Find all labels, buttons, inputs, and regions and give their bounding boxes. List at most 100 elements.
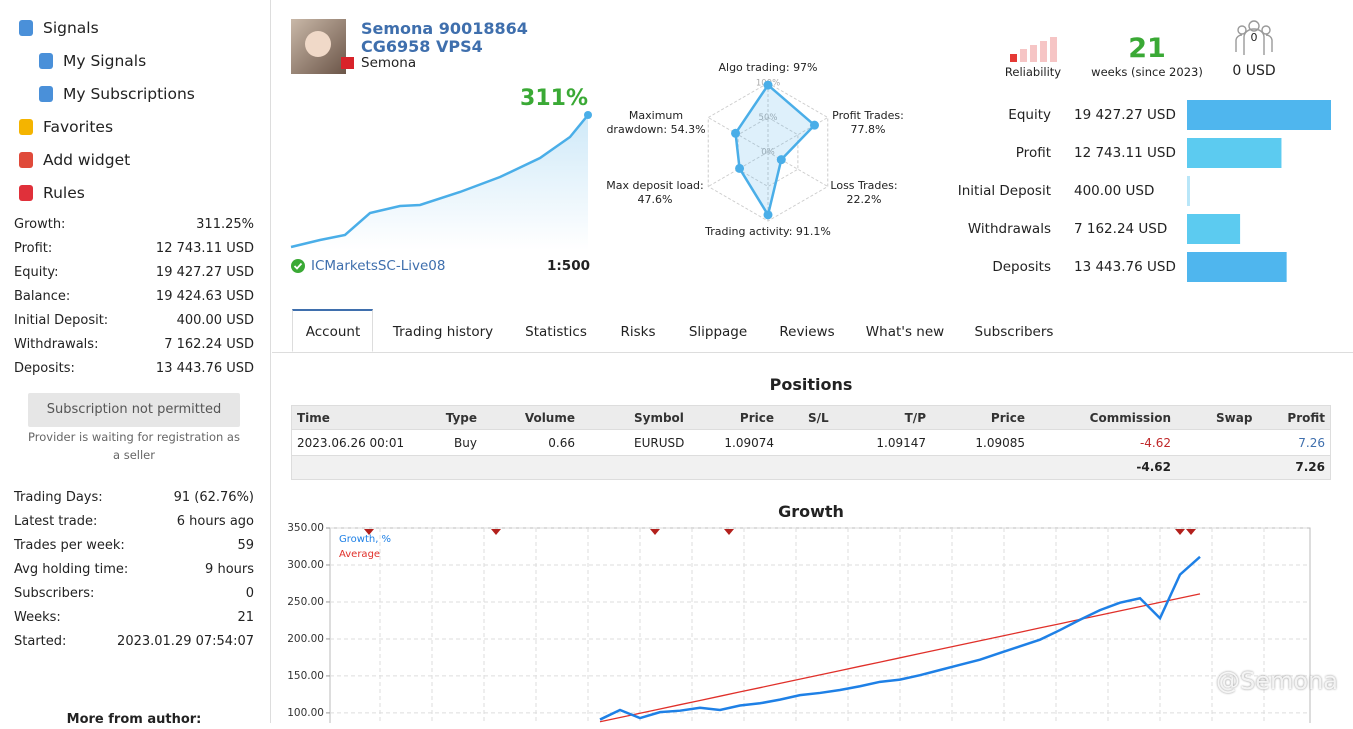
table-total: -4.62 — [1136, 460, 1171, 474]
radar-label: Maximum drawdown: 54.3% — [606, 109, 706, 137]
table-header: Time — [297, 411, 330, 425]
plot-frame — [329, 527, 1311, 723]
verified-icon — [291, 259, 305, 273]
radar-label: Loss Trades: 22.2% — [814, 179, 914, 207]
table-cell: 2023.06.26 00:01 — [297, 436, 405, 450]
table-cell: 1.09074 — [724, 436, 774, 450]
stat-label: Started: — [14, 634, 67, 649]
nav-icon — [39, 53, 53, 69]
nav-item[interactable]: Rules — [43, 184, 85, 202]
nav-item[interactable]: Favorites — [43, 118, 114, 136]
y-tick-label: 200.00 — [287, 633, 324, 645]
tab[interactable]: Subscribers — [974, 324, 1054, 340]
table-cell: 1.09085 — [975, 436, 1025, 450]
tab[interactable]: Statistics — [525, 324, 587, 340]
table-header: Price — [990, 411, 1025, 425]
vertical-grid — [379, 528, 1265, 723]
author: Semona — [361, 55, 417, 71]
radar-label-text: Trading activity: — [705, 225, 793, 238]
balance-label: Profit — [1015, 145, 1051, 161]
sparkline-end — [584, 111, 592, 119]
sparkline-area — [291, 115, 588, 250]
stat-label: Trades per week: — [14, 538, 125, 553]
table-header: Type — [445, 411, 477, 425]
tab[interactable]: What's new — [865, 324, 945, 340]
stat-label: Equity: — [14, 265, 59, 280]
radar-label-value: 47.6% — [637, 193, 673, 206]
tab[interactable]: Risks — [620, 324, 656, 340]
radar-point — [763, 80, 773, 90]
stat-label: Growth: — [14, 217, 66, 232]
radar-point — [731, 128, 741, 138]
radar-label: Algo trading: 97% — [718, 61, 817, 75]
stat-label: Balance: — [14, 289, 71, 304]
series-line — [599, 555, 1201, 721]
button[interactable] — [28, 393, 240, 427]
balance-label: Equity — [1008, 107, 1051, 123]
stat-label: Withdrawals: — [14, 337, 99, 352]
stat-value: 0 — [245, 586, 254, 601]
stat-value: 12 743.11 USD — [155, 241, 254, 256]
table-header: Commission — [1089, 411, 1171, 425]
reliability-bar — [1040, 41, 1047, 62]
table-total: 7.26 — [1295, 460, 1325, 474]
stat-value: 13 443.76 USD — [155, 361, 254, 376]
stat-value: 311.25% — [196, 217, 254, 232]
radar-label-value: 22.2% — [846, 193, 882, 206]
y-tick-label: 150.00 — [287, 670, 324, 682]
nav-item[interactable]: Signals — [43, 19, 99, 37]
radar-point — [763, 210, 773, 220]
radar-shape — [734, 83, 817, 219]
radar-axis — [707, 117, 769, 153]
balance-bar — [1187, 252, 1287, 282]
reliability-bar — [1030, 45, 1037, 62]
title[interactable]: Semona 90018864 CG6958 VPS4 — [361, 19, 528, 56]
button-label[interactable]: Subscription not permitted — [46, 402, 222, 417]
weeks: 21 — [1128, 33, 1166, 64]
tab[interactable]: Trading history — [392, 324, 494, 340]
stat-value: 9 hours — [205, 562, 254, 577]
radar-label-value: 91.1% — [795, 225, 831, 238]
balance-label: Deposits — [992, 259, 1051, 275]
table-cell: 1.09147 — [876, 436, 926, 450]
radar-label-text: Profit Trades: — [832, 109, 904, 122]
nav-item[interactable]: My Subscriptions — [63, 85, 195, 103]
flag — [341, 57, 354, 69]
reliability-bar — [1020, 49, 1027, 62]
nav-item[interactable]: My Signals — [63, 52, 147, 70]
active-tab[interactable] — [292, 309, 373, 352]
tab[interactable]: Slippage — [688, 324, 748, 340]
reliability-bar — [1050, 37, 1057, 62]
nav-item[interactable]: Add widget — [43, 151, 131, 169]
table-cell: 7.26 — [1298, 436, 1325, 450]
table-row-bg — [291, 430, 1331, 455]
radar-label-text: Max deposit load: — [606, 179, 704, 192]
radar-axis — [707, 151, 769, 187]
subscribers-count: 0 — [1250, 31, 1258, 44]
radar-label-text: Algo trading: — [718, 61, 790, 74]
radar-label-value: 54.3% — [670, 123, 706, 136]
reliability-bar — [1010, 54, 1017, 62]
nav-icon — [19, 20, 33, 36]
stat-label: Weeks: — [14, 610, 61, 625]
radar: 100%50%0% — [707, 79, 829, 222]
subscribers-icon — [1235, 20, 1273, 55]
table-total-bg — [291, 455, 1331, 480]
radar-point — [776, 155, 786, 165]
table-cell: 0.66 — [548, 436, 575, 450]
nav-icon — [19, 119, 33, 135]
tab[interactable]: Account — [305, 324, 361, 340]
tab[interactable]: Reviews — [779, 324, 835, 340]
table-header: Volume — [524, 411, 575, 425]
broker[interactable]: ICMarketsSC-Live08 — [311, 258, 446, 274]
radar-label-text: Maximum drawdown: — [606, 109, 684, 136]
balance-value: 13 443.76 USD — [1074, 259, 1176, 275]
sidebar — [0, 0, 271, 723]
more-from-author: More from author: — [66, 712, 202, 727]
note: Provider is waiting for registration as … — [28, 430, 240, 462]
radar-label-value: 97% — [793, 61, 818, 74]
table-cell: -4.62 — [1139, 436, 1171, 450]
reliability: Reliability — [1004, 65, 1062, 79]
stat-value: 2023.01.29 07:54:07 — [117, 634, 254, 649]
